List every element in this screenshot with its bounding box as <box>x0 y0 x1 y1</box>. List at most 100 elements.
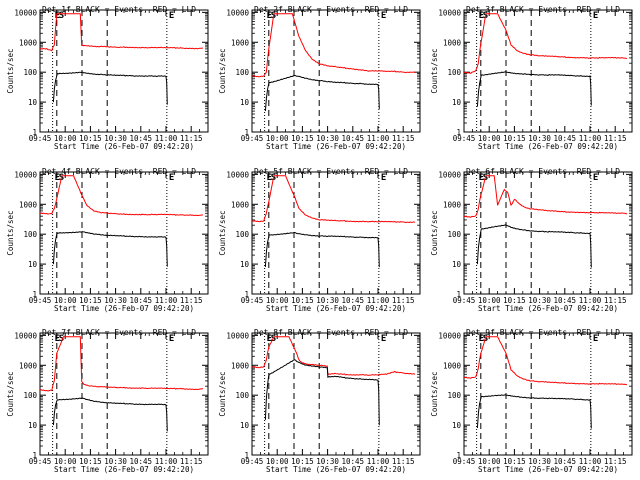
y-tick-label: 1000 <box>231 38 250 47</box>
events-series-line <box>52 231 168 267</box>
marker-label: E <box>169 173 174 183</box>
marker-label: S <box>59 11 64 21</box>
x-tick-label: 11:15 <box>180 457 203 466</box>
plot-frame <box>463 332 633 456</box>
x-tick-label: 11:15 <box>392 457 415 466</box>
panel-title: Det 4f BLACK = Events, RED = LLD <box>42 167 196 176</box>
x-tick-label: 11:00 <box>367 296 390 305</box>
x-axis-label: Start Time (26-Feb-07 09:42:20) <box>266 465 406 474</box>
y-axis-label: Counts/sec <box>6 371 15 416</box>
panel-det-1: Det 1f BLACK = Events, RED = LLD 1 10 100 10… <box>6 5 209 151</box>
y-tick-label: 100 <box>235 68 249 77</box>
y-tick-label: 10 <box>28 421 38 430</box>
x-tick-label: 10:15 <box>291 134 314 143</box>
y-tick-label: 1 <box>456 128 461 137</box>
panel-title: Det 5f BLACK = Events, RED = LLD <box>254 167 408 176</box>
marker-label: E <box>381 334 386 344</box>
x-axis-label: Start Time (26-Feb-07 09:42:20) <box>54 304 194 313</box>
plot-frame <box>463 171 633 295</box>
events-series-line <box>476 224 592 268</box>
x-tick-label: 10:00 <box>54 296 77 305</box>
panel-det-8: Det 8f BLACK = Events, RED = LLD 1 10 100 10… <box>218 328 421 474</box>
lld-series-line <box>464 13 628 74</box>
plot-frame <box>463 9 633 133</box>
marker-label: S <box>271 334 276 344</box>
marker-label: E <box>479 334 484 344</box>
x-axis-label: Start Time (26-Feb-07 09:42:20) <box>478 465 618 474</box>
x-tick-label: 11:00 <box>155 134 178 143</box>
x-tick-label: 10:15 <box>79 457 102 466</box>
y-tick-label: 1000 <box>443 361 462 370</box>
panel-title: Det 7f BLACK = Events, RED = LLD <box>42 328 196 337</box>
y-tick-label: 1000 <box>19 200 38 209</box>
y-tick-label: 10 <box>452 260 462 269</box>
x-tick-label: 11:15 <box>392 296 415 305</box>
x-tick-label: 10:30 <box>104 134 127 143</box>
y-tick-label: 10000 <box>438 170 461 179</box>
x-tick-label: 09:45 <box>29 457 52 466</box>
y-tick-label: 1000 <box>19 38 38 47</box>
panel-det-3: Det 3f BLACK = Events, RED = LLD 1 10 100 10… <box>430 5 633 151</box>
y-tick-label: 1 <box>32 451 37 460</box>
x-tick-label: 10:30 <box>316 134 339 143</box>
marker-label: E <box>267 173 272 183</box>
y-tick-label: 10 <box>452 421 462 430</box>
x-tick-label: 11:15 <box>604 134 627 143</box>
x-tick-label: 10:30 <box>528 457 551 466</box>
y-tick-label: 100 <box>23 391 37 400</box>
events-series-line <box>264 231 380 268</box>
y-tick-label: 1000 <box>231 361 250 370</box>
lld-series-line <box>252 336 416 376</box>
y-axis-label: Counts/sec <box>218 210 227 255</box>
y-tick-label: 10 <box>240 98 250 107</box>
panel-det-7: Det 7f BLACK = Events, RED = LLD 1 10 100 10… <box>6 328 209 474</box>
x-tick-label: 11:15 <box>604 457 627 466</box>
x-tick-label: 10:15 <box>503 134 526 143</box>
events-series-line <box>52 71 168 105</box>
panel-det-2: Det 2f BLACK = Events, RED = LLD 1 10 100 10… <box>218 5 421 151</box>
x-axis-label: Start Time (26-Feb-07 09:42:20) <box>478 304 618 313</box>
x-tick-label: 10:15 <box>291 457 314 466</box>
y-axis-label: Counts/sec <box>430 371 439 416</box>
x-tick-label: 10:00 <box>266 296 289 305</box>
x-tick-label: 10:15 <box>79 134 102 143</box>
x-tick-label: 09:45 <box>241 457 264 466</box>
lld-series-line <box>40 336 204 392</box>
y-tick-label: 100 <box>235 391 249 400</box>
x-tick-label: 09:45 <box>29 134 52 143</box>
marker-label: E <box>267 11 272 21</box>
x-tick-label: 09:45 <box>453 457 476 466</box>
events-series-line <box>264 359 380 426</box>
y-tick-label: 1000 <box>443 38 462 47</box>
y-tick-label: 1000 <box>19 361 38 370</box>
x-tick-label: 10:15 <box>291 296 314 305</box>
marker-label: E <box>381 11 386 21</box>
marker-label: E <box>593 173 598 183</box>
x-tick-label: 10:00 <box>266 457 289 466</box>
y-tick-label: 10 <box>452 98 462 107</box>
y-tick-label: 10 <box>240 421 250 430</box>
y-tick-label: 10000 <box>226 8 249 17</box>
marker-label: E <box>55 173 60 183</box>
y-tick-label: 10000 <box>438 331 461 340</box>
plot-frame <box>39 9 209 133</box>
y-tick-label: 10 <box>28 98 38 107</box>
x-tick-label: 10:45 <box>342 134 365 143</box>
x-tick-label: 10:15 <box>503 457 526 466</box>
x-tick-label: 10:30 <box>528 296 551 305</box>
x-tick-label: 10:00 <box>54 134 77 143</box>
lld-series-line <box>252 13 416 78</box>
marker-label: E <box>593 11 598 21</box>
x-tick-label: 10:45 <box>130 457 153 466</box>
y-axis-label: Counts/sec <box>6 48 15 93</box>
y-tick-label: 1000 <box>443 200 462 209</box>
marker-label: E <box>381 173 386 183</box>
panel-title: Det 3f BLACK = Events, RED = LLD <box>466 5 620 14</box>
panel-det-6: Det 6f BLACK = Events, RED = LLD 1 10 100 10… <box>430 167 633 313</box>
lld-series-line <box>252 175 416 224</box>
x-tick-label: 09:45 <box>29 296 52 305</box>
x-tick-label: 10:45 <box>342 296 365 305</box>
x-tick-label: 10:30 <box>316 457 339 466</box>
panel-title: Det 6f BLACK = Events, RED = LLD <box>466 167 620 176</box>
x-tick-label: 10:00 <box>478 134 501 143</box>
